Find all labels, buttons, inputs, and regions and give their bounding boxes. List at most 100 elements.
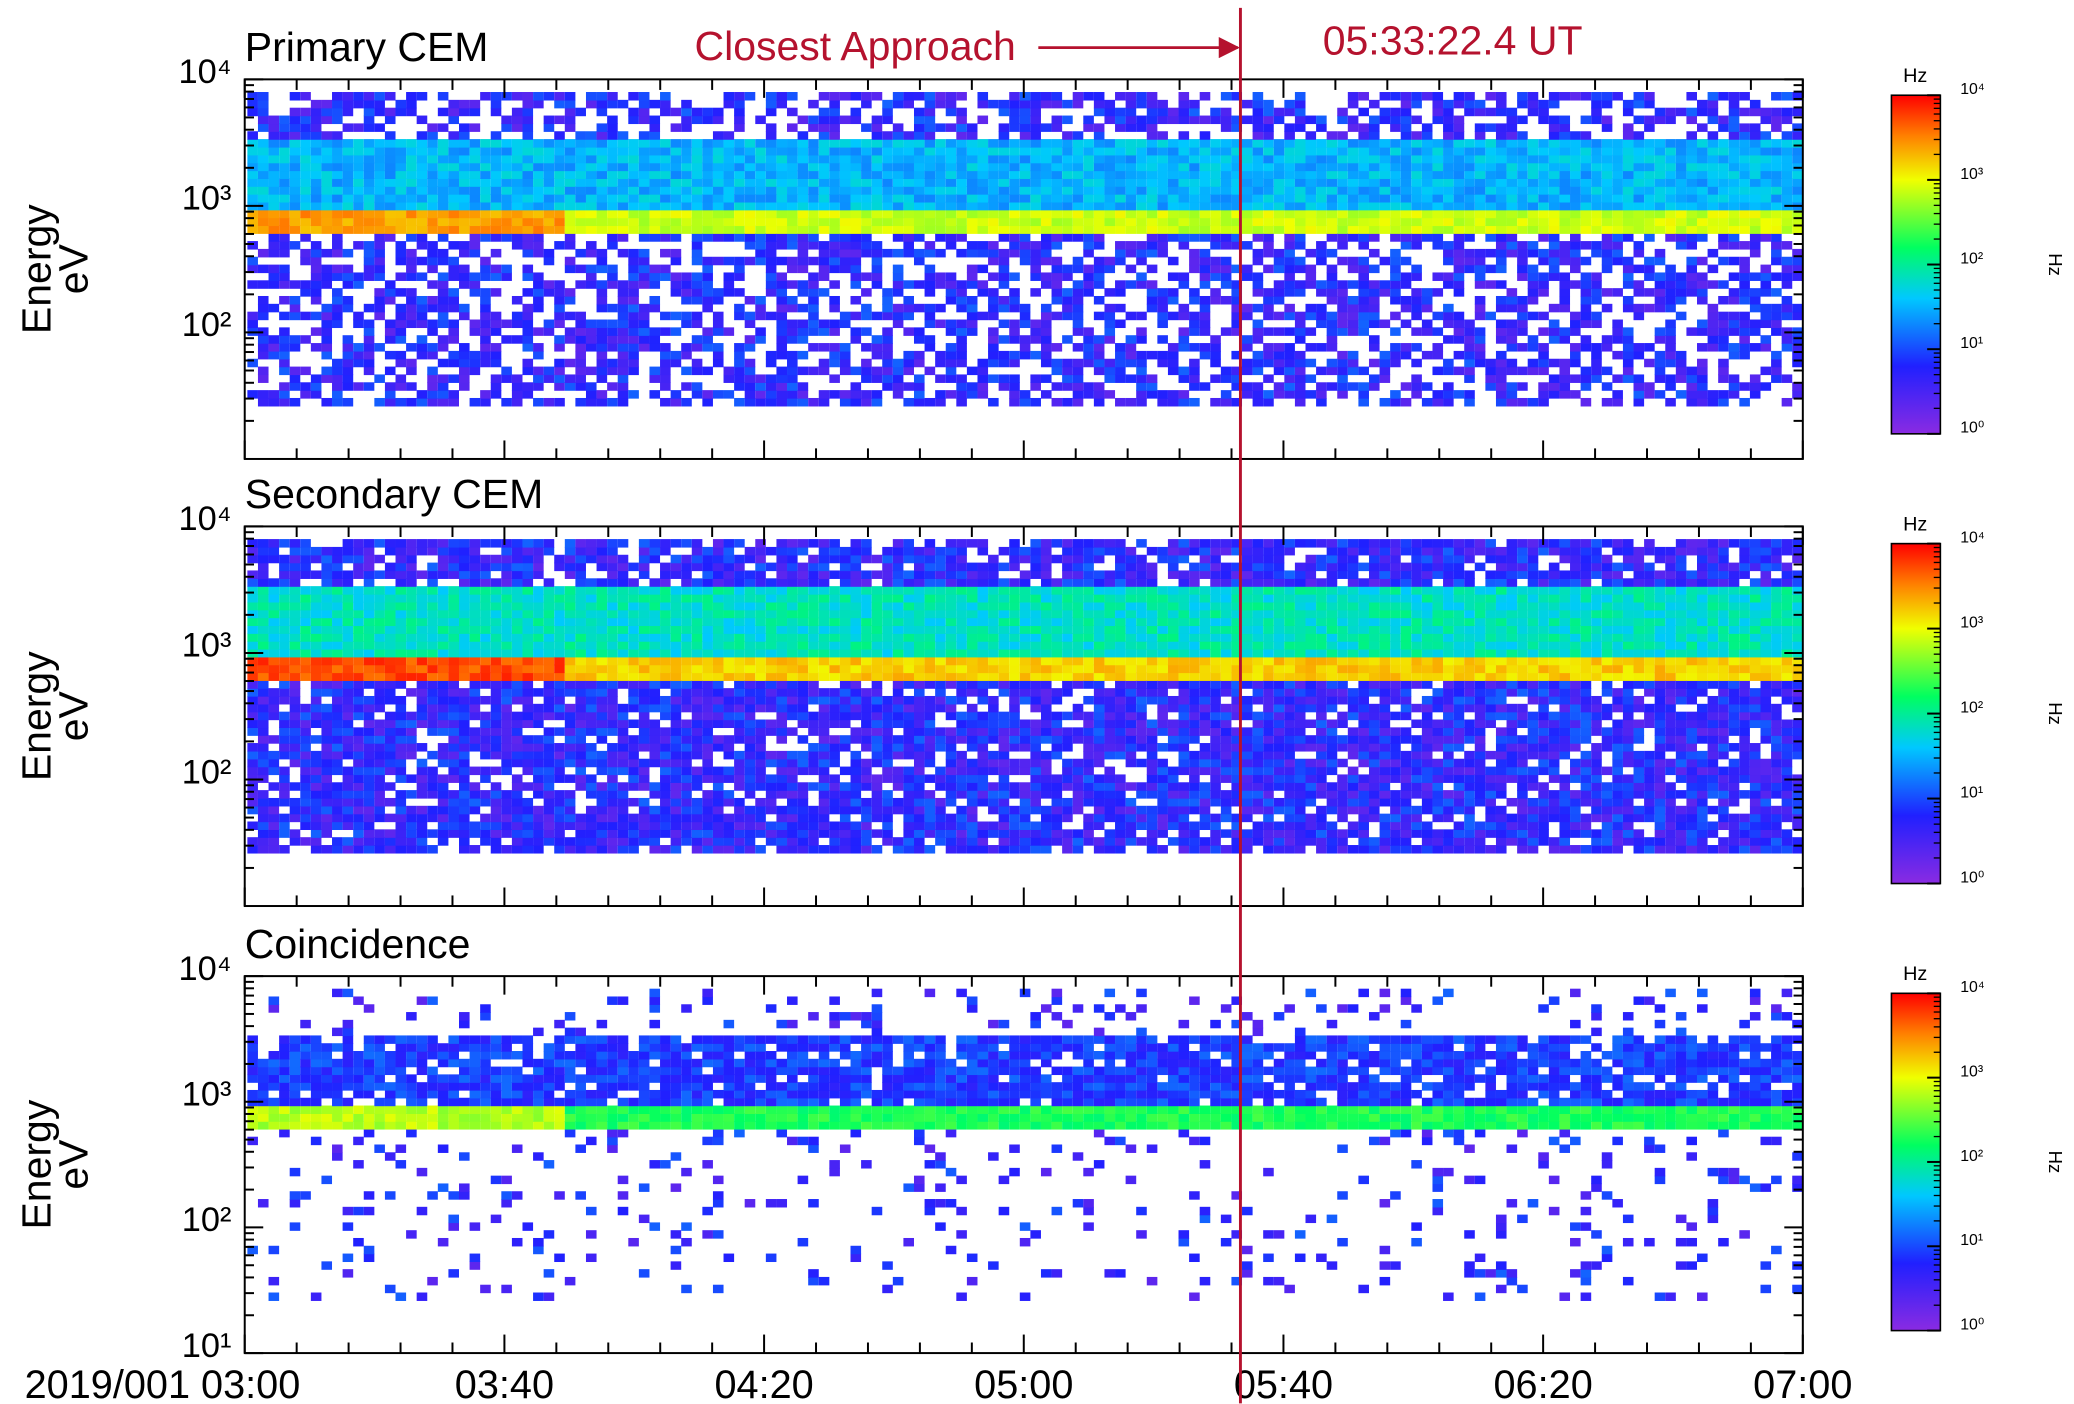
- spectrogram-cell: [913, 154, 925, 164]
- spectrogram-cell: [1400, 178, 1412, 187]
- spectrogram-cell: [988, 311, 999, 321]
- spectrogram-cell: [1548, 225, 1560, 234]
- spectrogram-cell: [332, 319, 343, 329]
- spectrogram-cell: [321, 162, 333, 172]
- spectrogram-cell: [1009, 295, 1020, 305]
- spectrogram-cell: [1707, 99, 1719, 109]
- spectrogram-cell: [279, 625, 290, 634]
- spectrogram-cell: [268, 209, 280, 219]
- spectrogram-cell: [490, 209, 502, 219]
- spectrogram-cell: [1242, 382, 1253, 391]
- spectrogram-cell: [1009, 225, 1020, 234]
- spectrogram-cell: [1242, 99, 1253, 109]
- spectrogram-cell: [1517, 241, 1528, 250]
- spectrogram-cell: [829, 350, 840, 360]
- spectrogram-cell: [1083, 233, 1094, 242]
- spectrogram-cell: [977, 154, 989, 164]
- spectrogram-cell: [310, 782, 322, 791]
- spectrogram-cell: [1284, 131, 1295, 140]
- spectrogram-cell: [247, 546, 258, 556]
- spectrogram-cell: [490, 107, 502, 117]
- spectrogram-cell: [797, 319, 809, 329]
- spectrogram-cell: [1252, 123, 1264, 132]
- spectrogram-cell: [913, 350, 925, 360]
- spectrogram-cell: [628, 225, 639, 234]
- spectrogram-cell: [448, 390, 459, 399]
- spectrogram-cell: [1601, 162, 1613, 172]
- spectrogram-cell: [300, 562, 311, 572]
- spectrogram-cell: [1019, 201, 1031, 211]
- spectrogram-cell: [1316, 225, 1327, 234]
- spectrogram-cell: [1686, 201, 1698, 211]
- spectrogram-cell: [1697, 280, 1708, 289]
- spectrogram-cell: [924, 178, 936, 187]
- spectrogram-cell: [1432, 186, 1444, 195]
- spectrogram-cell: [607, 280, 618, 289]
- spectrogram-cell: [776, 343, 788, 352]
- spectrogram-cell: [628, 264, 639, 274]
- spectrogram-cell: [257, 154, 269, 164]
- spectrogram-cell: [268, 115, 280, 125]
- spectrogram-cell: [490, 186, 502, 195]
- spectrogram-cell: [850, 217, 862, 227]
- spectrogram-cell: [787, 327, 798, 336]
- spectrogram-cell: [681, 193, 692, 203]
- spectrogram-cell: [321, 609, 333, 619]
- spectrogram-cell: [1633, 390, 1645, 399]
- spectrogram-cell: [1252, 382, 1264, 391]
- spectrogram-cell: [1771, 374, 1782, 383]
- spectrogram-cell: [406, 288, 417, 297]
- spectrogram-cell: [1220, 295, 1232, 305]
- spectrogram-cell: [734, 154, 745, 164]
- spectrogram-cell: [1654, 178, 1666, 187]
- spectrogram-cell: [300, 123, 311, 132]
- spectrogram-cell: [1242, 241, 1253, 250]
- spectrogram-cell: [289, 107, 301, 117]
- spectrogram-cell: [1220, 390, 1232, 399]
- spectrogram-cell: [1093, 295, 1105, 305]
- spectrogram-cell: [310, 790, 322, 799]
- spectrogram-cell: [1157, 107, 1168, 117]
- spectrogram-cell: [1146, 241, 1158, 250]
- spectrogram-cell: [1538, 154, 1549, 164]
- spectrogram-cell: [1273, 217, 1285, 227]
- spectrogram-cell: [1686, 272, 1698, 281]
- spectrogram-cell: [1210, 115, 1221, 125]
- spectrogram-cell: [966, 272, 978, 281]
- spectrogram-cell: [1231, 295, 1243, 305]
- spectrogram-cell: [977, 217, 989, 227]
- spectrogram-cell: [1771, 186, 1782, 195]
- spectrogram-cell: [458, 374, 470, 383]
- spectrogram-cell: [1136, 311, 1147, 321]
- spectrogram-cell: [607, 319, 618, 329]
- spectrogram-cell: [363, 719, 375, 729]
- spectrogram-cell: [522, 209, 534, 219]
- spectrogram-cell: [300, 837, 311, 846]
- spectrogram-cell: [406, 343, 417, 352]
- spectrogram-cell: [1485, 178, 1496, 187]
- spectrogram-cell: [511, 319, 523, 329]
- spectrogram-cell: [1559, 288, 1571, 297]
- spectrogram-cell: [924, 225, 936, 234]
- spectrogram-cell: [1189, 154, 1200, 164]
- spectrogram-cell: [310, 554, 322, 564]
- spectrogram-cell: [797, 201, 809, 211]
- spectrogram-cell: [1622, 107, 1634, 117]
- spectrogram-cell: [310, 593, 322, 603]
- spectrogram-cell: [829, 201, 840, 211]
- spectrogram-cell: [310, 280, 322, 289]
- spectrogram-cell: [1739, 397, 1750, 407]
- spectrogram-cell: [956, 201, 967, 211]
- spectrogram-cell: [1633, 303, 1645, 313]
- spectrogram-cell: [913, 107, 925, 117]
- spectrogram-cell: [1707, 186, 1719, 195]
- spectrogram-cell: [384, 319, 396, 329]
- spectrogram-cell: [734, 115, 745, 125]
- spectrogram-cell: [554, 99, 565, 109]
- spectrogram-cell: [363, 593, 375, 603]
- spectrogram-cell: [1379, 256, 1391, 266]
- spectrogram-cell: [469, 241, 481, 250]
- spectrogram-cell: [1072, 358, 1084, 368]
- spectrogram-cell: [1612, 217, 1623, 227]
- spectrogram-cell: [1326, 233, 1338, 242]
